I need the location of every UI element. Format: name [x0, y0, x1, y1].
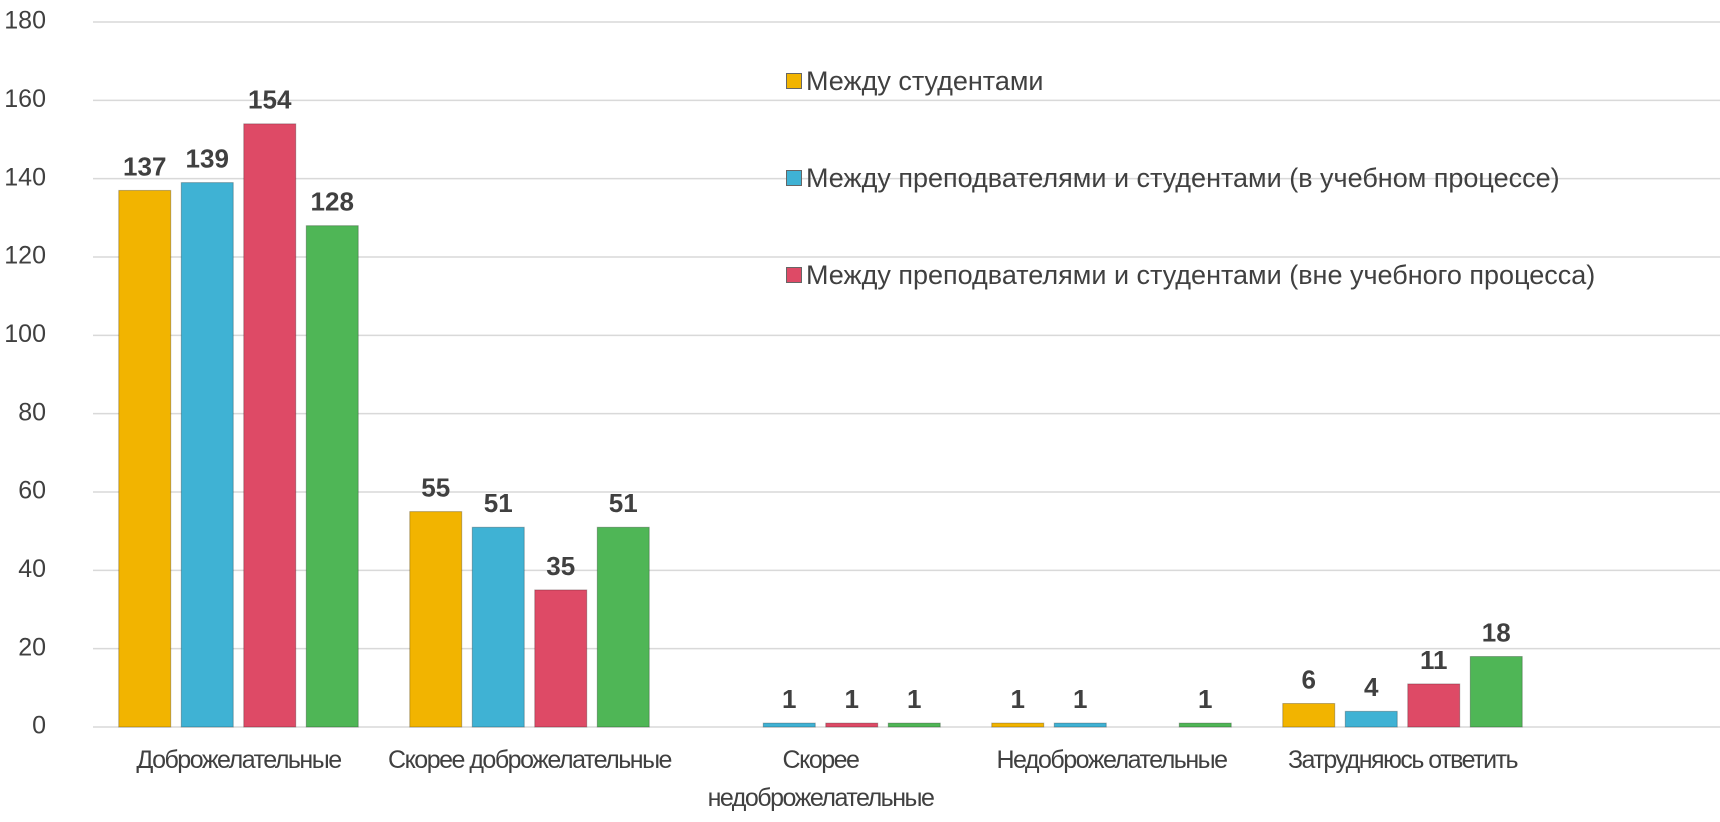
y-tick-label: 40 — [18, 555, 46, 583]
y-tick-label: 180 — [4, 7, 46, 35]
data-label: 1 — [1198, 684, 1212, 714]
bar — [1178, 722, 1232, 728]
data-label: 128 — [311, 187, 354, 217]
bar — [180, 182, 234, 728]
y-tick-label: 160 — [4, 85, 46, 113]
bar — [1407, 683, 1461, 728]
y-tick-label: 140 — [4, 163, 46, 191]
data-label: 154 — [248, 85, 292, 115]
data-label: 1 — [782, 684, 796, 714]
data-label: 137 — [123, 151, 166, 181]
data-label: 51 — [484, 488, 513, 518]
y-tick-label: 60 — [18, 477, 46, 505]
data-label: 35 — [546, 551, 575, 581]
y-tick-label: 20 — [18, 633, 46, 661]
legend-label: Между преподвателями и студентами (в уче… — [806, 163, 1560, 193]
bar — [118, 189, 172, 728]
data-label: 11 — [1420, 645, 1448, 675]
bar — [534, 589, 588, 728]
data-label: 1 — [907, 684, 921, 714]
legend-swatch — [786, 73, 802, 89]
x-tick-label: Затрудняюсь ответить — [1287, 746, 1519, 774]
legend-item: Между преподвателями и студентами (вне у… — [786, 258, 1606, 292]
bar — [471, 526, 525, 728]
x-tick-label: Доброжелательные — [136, 746, 342, 774]
y-tick-label: 80 — [18, 398, 46, 426]
data-label: 51 — [609, 488, 638, 518]
bar — [243, 123, 297, 728]
legend-item: Между студентами — [786, 64, 1606, 98]
y-tick-label: 0 — [32, 712, 46, 740]
bar — [1469, 656, 1523, 728]
x-tick-label: Скорее недоброжелательные — [707, 746, 935, 812]
data-label: 1 — [845, 684, 859, 714]
data-label: 6 — [1302, 664, 1316, 694]
bar — [596, 526, 650, 728]
legend-label: Между преподвателями и студентами (вне у… — [806, 260, 1596, 290]
bar — [825, 722, 879, 728]
data-label: 18 — [1482, 617, 1511, 647]
x-tick-label: Скорее доброжелательные — [388, 746, 672, 774]
data-label: 1 — [1011, 684, 1025, 714]
bar — [305, 225, 359, 728]
bar — [887, 722, 941, 728]
y-tick-label: 120 — [4, 242, 46, 270]
x-tick-label: Недоброжелательные — [996, 746, 1228, 774]
legend-swatch — [786, 170, 802, 186]
data-label: 4 — [1364, 672, 1379, 702]
bar — [991, 722, 1045, 728]
bar — [1053, 722, 1107, 728]
legend-item: Между преподвателями и студентами (в уче… — [786, 161, 1606, 195]
bar — [1282, 703, 1336, 728]
bar — [762, 722, 816, 728]
legend-label: Между студентами — [806, 66, 1044, 96]
bar — [1344, 710, 1398, 728]
data-label: 55 — [421, 472, 450, 502]
data-label: 139 — [186, 143, 229, 173]
legend-swatch — [786, 267, 802, 283]
y-tick-label: 100 — [4, 320, 46, 348]
bar — [409, 511, 463, 728]
data-label: 1 — [1073, 684, 1087, 714]
